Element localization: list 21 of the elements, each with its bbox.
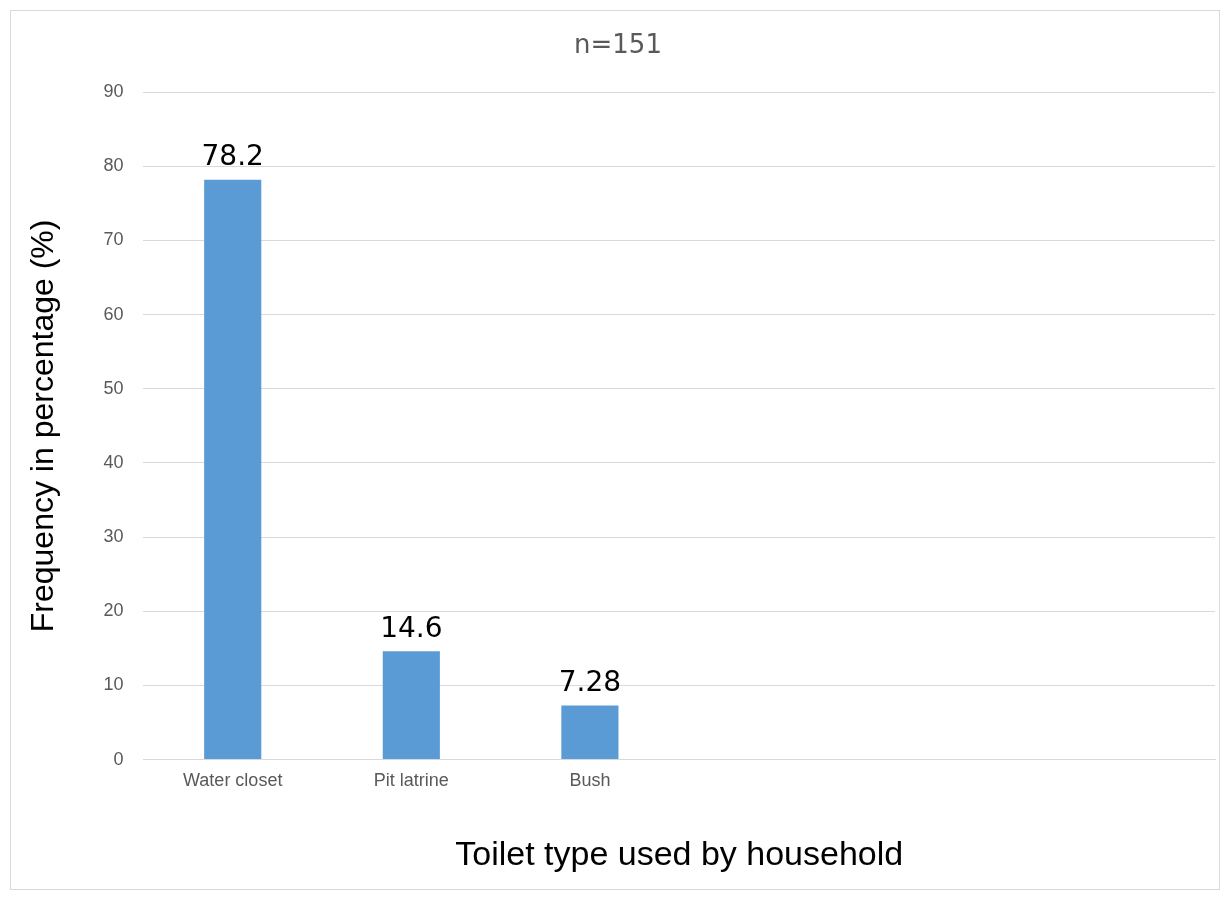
data-label: 14.6 bbox=[380, 610, 443, 644]
y-tick-label: 20 bbox=[103, 600, 124, 621]
y-tick-label: 50 bbox=[103, 377, 124, 398]
y-tick-label: 60 bbox=[103, 303, 124, 324]
y-tick-label: 70 bbox=[103, 229, 124, 250]
x-tick-label: Bush bbox=[569, 770, 611, 791]
y-tick-label: 40 bbox=[103, 451, 124, 472]
x-tick-label: Pit latrine bbox=[373, 770, 449, 791]
y-tick-label: 80 bbox=[103, 155, 124, 176]
bar bbox=[561, 705, 619, 760]
chart-title: n=151 bbox=[574, 29, 662, 60]
y-tick-label: 0 bbox=[113, 748, 124, 769]
data-label: 7.28 bbox=[558, 664, 622, 698]
y-tick-label: 10 bbox=[103, 674, 124, 695]
y-axis-title: Frequency in percentage (%) bbox=[24, 219, 61, 633]
y-tick-label: 30 bbox=[103, 526, 124, 547]
y-tick-label: 90 bbox=[103, 81, 124, 102]
data-label: 78.2 bbox=[201, 138, 264, 172]
bar bbox=[382, 651, 440, 760]
x-tick-label: Water closet bbox=[183, 770, 283, 791]
bar bbox=[204, 179, 262, 760]
